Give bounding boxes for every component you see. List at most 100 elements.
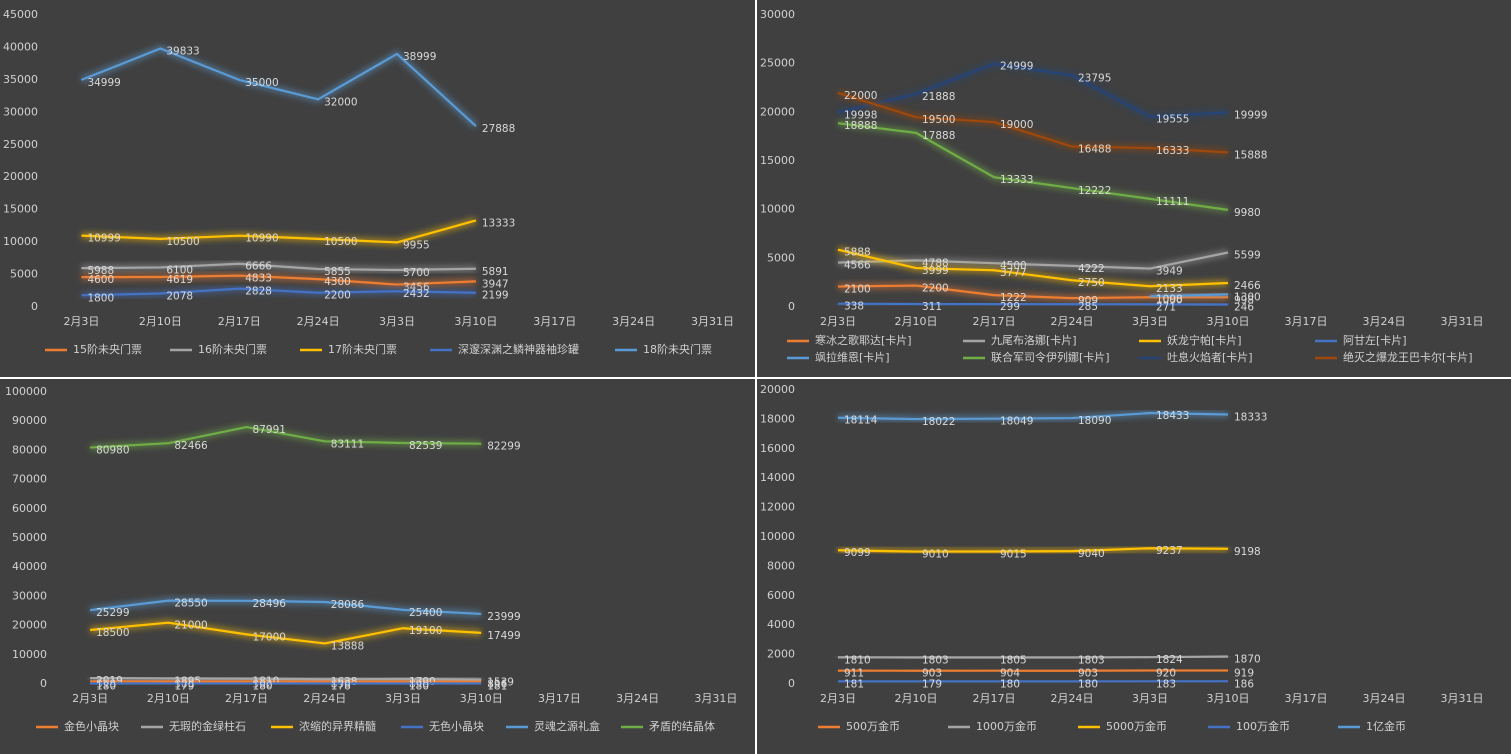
x-tick-label: 3月3日 [385, 692, 421, 705]
y-tick-label: 100000 [5, 385, 47, 398]
x-tick-label: 3月31日 [1441, 692, 1484, 705]
data-label: 25400 [409, 607, 442, 619]
data-label: 17499 [487, 630, 520, 642]
legend-label: 100万金币 [1236, 719, 1290, 733]
data-label: 24999 [1000, 61, 1033, 73]
data-label: 23999 [487, 611, 520, 623]
x-tick-label: 3月31日 [691, 315, 734, 328]
data-label: 3999 [922, 265, 949, 277]
series-line [837, 655, 1229, 659]
data-label: 21888 [922, 91, 955, 103]
legend-label: 灵魂之源礼盒 [534, 719, 600, 733]
data-label: 12222 [1078, 185, 1111, 197]
x-tick-label: 3月24日 [612, 315, 655, 328]
x-tick-label: 2月3日 [820, 315, 856, 328]
series-line [837, 91, 1229, 154]
data-label: 2200 [324, 290, 351, 302]
data-label: 83111 [331, 438, 364, 450]
y-tick-label: 0 [31, 300, 38, 313]
x-tick-label: 3月17日 [1285, 315, 1328, 328]
x-tick-label: 2月3日 [72, 692, 108, 705]
data-label: 16333 [1156, 145, 1189, 157]
x-tick-label: 2月24日 [297, 315, 340, 328]
series-line [81, 274, 476, 286]
series-line [837, 547, 1229, 553]
data-label: 80980 [96, 445, 129, 457]
x-tick-label: 2月17日 [973, 692, 1016, 705]
data-label: 35000 [245, 77, 278, 89]
data-label: 180 [96, 680, 116, 692]
x-tick-label: 3月3日 [1132, 692, 1168, 705]
y-tick-label: 20000 [12, 619, 47, 632]
data-label: 16488 [1078, 144, 1111, 156]
x-tick-label: 3月31日 [1441, 315, 1484, 328]
y-tick-label: 20000 [760, 383, 795, 396]
data-label: 38999 [403, 51, 436, 63]
legend-label: 深邃深渊之鳞神器袖珍罐 [458, 342, 579, 356]
series-line [90, 425, 482, 449]
data-label: 18888 [844, 120, 877, 132]
x-tick-label: 3月17日 [533, 315, 576, 328]
data-label: 9955 [403, 239, 430, 251]
x-tick-label: 3月24日 [1363, 692, 1406, 705]
x-tick-label: 2月17日 [218, 315, 261, 328]
x-tick-label: 3月24日 [1363, 315, 1406, 328]
legend-label: 吐息火焰者[卡片] [1167, 350, 1253, 364]
y-tick-label: 10000 [760, 530, 795, 543]
y-tick-label: 40000 [3, 40, 38, 53]
data-label: 181 [487, 680, 507, 692]
x-tick-label: 2月17日 [225, 692, 268, 705]
data-label: 9980 [1234, 207, 1261, 219]
x-tick-label: 2月24日 [303, 692, 346, 705]
data-label: 22000 [844, 90, 877, 102]
data-label: 311 [922, 301, 942, 313]
y-tick-label: 30000 [760, 8, 795, 21]
data-label: 2750 [1078, 277, 1105, 289]
legend-label: 金色小晶块 [64, 719, 119, 733]
legend-label: 15阶未央门票 [73, 342, 142, 356]
data-label: 4566 [844, 260, 871, 272]
series-line [90, 621, 482, 645]
data-label: 17000 [253, 631, 286, 643]
data-label: 181 [844, 678, 864, 690]
legend-label: 飒拉维恩[卡片] [815, 350, 890, 364]
legend-label: 九尾布洛娜[卡片] [991, 333, 1077, 347]
x-tick-label: 3月10日 [1207, 692, 1250, 705]
data-label: 13888 [331, 640, 364, 652]
legend-label: 1000万金币 [976, 719, 1037, 733]
data-label: 5988 [87, 265, 114, 277]
data-label: 23795 [1078, 72, 1111, 84]
series-line [1149, 293, 1229, 298]
y-tick-label: 10000 [3, 235, 38, 248]
y-tick-label: 2000 [767, 648, 795, 661]
series-line [81, 287, 476, 297]
series-line [89, 599, 482, 616]
data-label: 28496 [253, 598, 287, 610]
x-tick-label: 3月10日 [1207, 315, 1250, 328]
data-label: 25299 [96, 607, 129, 619]
y-tick-label: 25000 [3, 138, 38, 151]
legend-label: 矛盾的结晶体 [649, 719, 715, 733]
data-label: 15888 [1234, 149, 1267, 161]
data-label: 13333 [1000, 174, 1033, 186]
series-line [837, 251, 1229, 270]
x-tick-label: 2月10日 [139, 315, 182, 328]
y-tick-label: 0 [788, 300, 795, 313]
data-label: 3949 [1156, 266, 1183, 278]
data-label: 10999 [87, 233, 120, 245]
data-label: 11111 [1156, 196, 1189, 208]
legend-label: 寒冰之歌耶达[卡片] [815, 333, 912, 347]
data-label: 10500 [166, 236, 199, 248]
data-label: 9099 [844, 547, 871, 559]
data-label: 186 [1234, 678, 1254, 690]
data-label: 1810 [844, 654, 871, 666]
data-label: 28086 [331, 599, 365, 611]
data-label: 3947 [482, 278, 509, 290]
legend-label: 浓缩的异界精髓 [299, 719, 376, 733]
data-label: 1824 [1156, 654, 1183, 666]
y-tick-label: 6000 [767, 589, 795, 602]
data-label: 180 [409, 680, 429, 692]
data-label: 903 [922, 668, 942, 680]
data-label: 5855 [324, 266, 351, 278]
x-tick-label: 2月24日 [1051, 692, 1094, 705]
